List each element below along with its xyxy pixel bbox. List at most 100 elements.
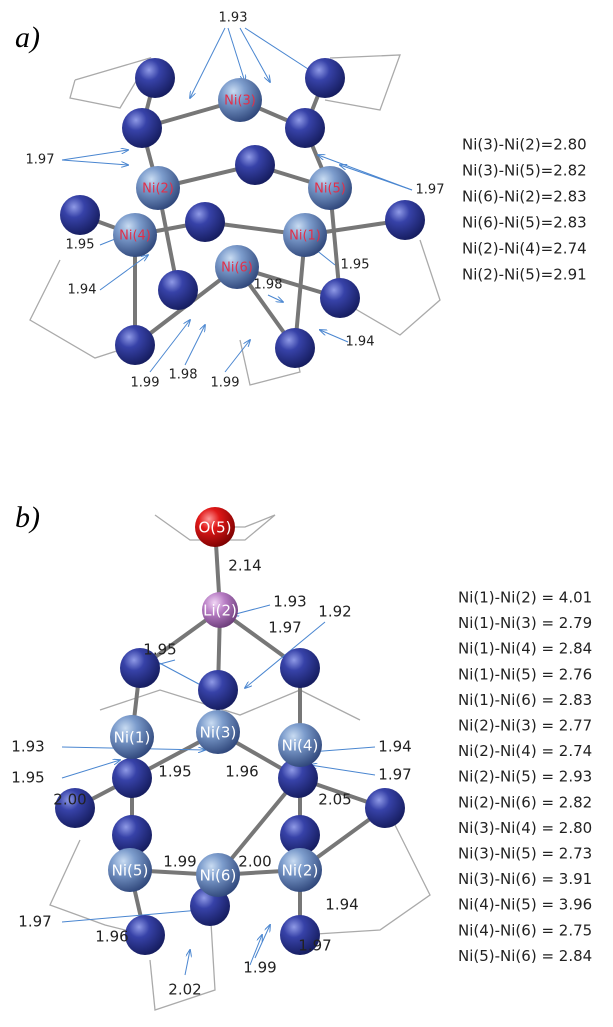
atom xyxy=(158,270,198,310)
bond-length: 1.92 xyxy=(318,603,351,621)
distance: Ni(3)-Ni(2)=2.80 xyxy=(462,136,587,154)
arrow xyxy=(185,325,205,365)
atom xyxy=(235,145,275,185)
distance: Ni(6)-Ni(5)=2.83 xyxy=(462,214,587,232)
arrow xyxy=(268,295,283,302)
bond-length: 1.99 xyxy=(163,853,196,871)
bond-length: 1.96 xyxy=(225,763,258,781)
distance: Ni(5)-Ni(6) = 2.84 xyxy=(458,947,592,965)
atom-label: Ni(2) xyxy=(282,862,319,880)
atom xyxy=(122,108,162,148)
bond-length: 1.93 xyxy=(11,738,44,756)
atom xyxy=(305,58,345,98)
atom-label: Ni(1) xyxy=(289,229,321,244)
arrow xyxy=(62,150,128,160)
atom xyxy=(125,915,165,955)
distance: Ni(2)-Ni(3) = 2.77 xyxy=(458,717,592,735)
panel-label: b) xyxy=(15,501,40,534)
distance: Ni(2)-Ni(4)=2.74 xyxy=(462,240,587,258)
bonds xyxy=(75,78,405,935)
distance: Ni(1)-Ni(6) = 2.83 xyxy=(458,691,592,709)
atom-label: O(5) xyxy=(198,519,231,537)
distance: Ni(6)-Ni(2)=2.83 xyxy=(462,188,587,206)
atom xyxy=(280,648,320,688)
distance: Ni(3)-Ni(5)=2.82 xyxy=(462,162,587,180)
arrow xyxy=(228,28,245,82)
bond-length: 1.99 xyxy=(211,376,240,391)
panel-label: a) xyxy=(15,21,40,54)
bond-length: 1.97 xyxy=(378,766,411,784)
distance: Ni(2)-Ni(4) = 2.74 xyxy=(458,742,592,760)
arrow xyxy=(62,160,128,165)
bond-length: 1.95 xyxy=(66,238,95,253)
arrow xyxy=(62,760,120,778)
distance: Ni(1)-Ni(5) = 2.76 xyxy=(458,665,592,683)
bond-length: 1.97 xyxy=(298,937,331,955)
figure: a) Ni(3) Ni(2) Ni(5) Ni(4) Ni(1) Ni(6) 1.93 1.97… xyxy=(0,0,613,1027)
arrow xyxy=(240,28,270,82)
distance: Ni(4)-Ni(5) = 3.96 xyxy=(458,896,592,914)
distance: Ni(1)-Ni(3) = 2.79 xyxy=(458,614,592,632)
bond-length: 2.05 xyxy=(318,791,351,809)
arrow xyxy=(320,330,348,342)
bond-length: 1.94 xyxy=(346,335,375,350)
arrow xyxy=(310,765,375,775)
atom xyxy=(198,670,238,710)
atom-label: Ni(4) xyxy=(282,737,319,755)
bond-length: 1.95 xyxy=(11,769,44,787)
distance: Ni(2)-Ni(6) = 2.82 xyxy=(458,793,592,811)
atom xyxy=(285,108,325,148)
bond-length: 1.93 xyxy=(273,593,306,611)
distance: Ni(4)-Ni(6) = 2.75 xyxy=(458,921,592,939)
atoms xyxy=(55,58,425,955)
bond-length: 1.95 xyxy=(158,763,191,781)
distance: Ni(3)-Ni(5) = 2.73 xyxy=(458,845,592,863)
bond-length: 1.95 xyxy=(143,641,176,659)
bond-length: 2.14 xyxy=(228,557,261,575)
distance: Ni(1)-Ni(4) = 2.84 xyxy=(458,640,592,658)
atom-label: Ni(5) xyxy=(314,182,346,197)
bond-length: 2.02 xyxy=(168,981,201,999)
atom-label: Ni(5) xyxy=(112,862,149,880)
bond-length: 1.93 xyxy=(219,11,248,26)
atom xyxy=(320,278,360,318)
bond-length: 1.97 xyxy=(268,619,301,637)
atom xyxy=(135,58,175,98)
bond-length: 1.98 xyxy=(169,368,198,383)
atom xyxy=(60,195,100,235)
atom xyxy=(385,200,425,240)
distance: Ni(3)-Ni(4) = 2.80 xyxy=(458,819,592,837)
atom-label: Ni(6) xyxy=(200,867,237,885)
distance: Ni(2)-Ni(5)=2.91 xyxy=(462,266,587,284)
atom-label: Ni(3) xyxy=(200,724,237,742)
bond-length: 1.98 xyxy=(254,278,283,293)
atom-label: Li(2) xyxy=(203,602,237,620)
bond-length: 1.99 xyxy=(243,959,276,977)
atom xyxy=(275,328,315,368)
distance: Ni(2)-Ni(5) = 2.93 xyxy=(458,768,592,786)
bond-length: 1.97 xyxy=(26,153,55,168)
bond-length: 1.97 xyxy=(18,913,51,931)
distance: Ni(3)-Ni(6) = 3.91 xyxy=(458,870,592,888)
bond-length: 1.94 xyxy=(378,738,411,756)
bond-length: 1.94 xyxy=(68,283,97,298)
bond-length: 1.96 xyxy=(95,928,128,946)
arrow xyxy=(190,28,225,98)
arrow xyxy=(185,950,190,975)
atom xyxy=(185,202,225,242)
bond-length: 2.00 xyxy=(238,853,271,871)
atom xyxy=(115,325,155,365)
distance: Ni(1)-Ni(2) = 4.01 xyxy=(458,589,592,607)
atom-label: Ni(4) xyxy=(119,229,151,244)
arrow xyxy=(255,925,270,958)
arrow xyxy=(62,910,200,922)
atom xyxy=(365,788,405,828)
atom-label: Ni(3) xyxy=(224,94,256,109)
arrow xyxy=(100,255,148,290)
atom-label: Ni(1) xyxy=(114,729,151,747)
bond-length: 1.95 xyxy=(341,258,370,273)
bond-length: 1.97 xyxy=(416,183,445,198)
atom-label: Ni(6) xyxy=(221,261,253,276)
bond-length: 1.94 xyxy=(325,896,358,914)
atom xyxy=(112,758,152,798)
